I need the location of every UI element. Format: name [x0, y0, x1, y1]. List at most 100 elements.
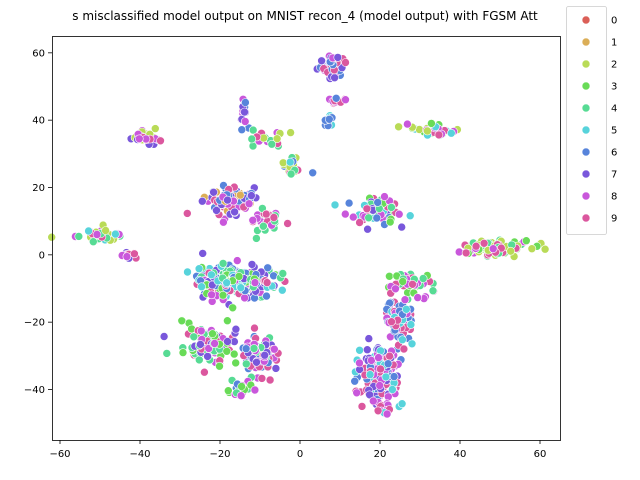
- scatter-point: [278, 269, 288, 278]
- scatter-point: [207, 270, 216, 280]
- scatter-point: [207, 290, 216, 300]
- x-tick-label: 60: [534, 449, 547, 460]
- scatter-point: [488, 244, 498, 253]
- scatter-point: [231, 324, 241, 334]
- scatter-point: [415, 125, 424, 134]
- scatter-point: [252, 234, 261, 243]
- scatter-point: [331, 94, 341, 103]
- x-tick-label: 20: [374, 449, 387, 460]
- scatter-point: [241, 98, 250, 107]
- scatter-point: [111, 229, 120, 239]
- legend-label: 3: [611, 82, 617, 93]
- scatter-point: [265, 375, 275, 385]
- scatter-point: [195, 355, 204, 365]
- legend-label: 1: [611, 38, 617, 49]
- scatter-point: [234, 272, 244, 281]
- legend: 0 1 2 3 4 5 6 7 8 9: [566, 6, 617, 235]
- scatter-point: [373, 406, 383, 416]
- scatter-point: [247, 191, 256, 200]
- scatter-point: [247, 134, 257, 144]
- legend-marker: [581, 147, 591, 157]
- y-tick-label: 40: [32, 116, 45, 127]
- scatter-point: [376, 364, 385, 374]
- scatter-point: [330, 200, 340, 210]
- scatter-point: [381, 372, 391, 382]
- scatter-point: [397, 399, 407, 409]
- scatter-point: [198, 196, 207, 206]
- scatter-point: [269, 213, 279, 222]
- scatter-point: [177, 316, 187, 326]
- scatter-point: [399, 344, 409, 354]
- legend-label: 8: [611, 192, 617, 203]
- scatter-point: [250, 385, 260, 395]
- scatter-point: [262, 278, 272, 287]
- scatter-point: [198, 249, 207, 258]
- scatter-point: [231, 358, 240, 368]
- scatter-point: [385, 217, 395, 227]
- scatter-point: [183, 209, 192, 218]
- scatter-point: [423, 126, 432, 136]
- scatter-point: [237, 382, 246, 391]
- scatter-point: [244, 199, 254, 208]
- scatter-point: [362, 204, 372, 214]
- scatter-point: [365, 390, 374, 400]
- scatter-point: [372, 213, 382, 223]
- scatter-point: [340, 209, 350, 219]
- scatter-point: [364, 334, 374, 343]
- scatter-point: [230, 207, 239, 217]
- scatter-point: [471, 241, 481, 251]
- scatter-point: [352, 388, 362, 398]
- x-axis: −60 −40 −20 0 20 40 60: [49, 440, 546, 460]
- scatter-point: [236, 190, 245, 200]
- scatter-point: [263, 263, 273, 273]
- y-tick-label: 20: [32, 183, 45, 194]
- legend-marker: [581, 15, 591, 25]
- scatter-point: [341, 58, 350, 67]
- scatter-point: [240, 107, 249, 117]
- scatter-point: [261, 209, 271, 219]
- scatter-point: [219, 217, 228, 227]
- scatter-point: [363, 224, 372, 234]
- x-tick-label: 40: [454, 449, 467, 460]
- data-points: [47, 51, 550, 419]
- scatter-point: [222, 346, 232, 356]
- scatter-point: [162, 349, 172, 358]
- scatter-point: [135, 134, 144, 144]
- scatter-point: [196, 340, 205, 349]
- scatter-point: [418, 274, 428, 283]
- scatter-point: [203, 352, 212, 361]
- scatter-point: [272, 134, 282, 143]
- scatter-point: [236, 391, 246, 401]
- scatter-point: [248, 125, 258, 135]
- scatter-point: [250, 278, 260, 287]
- scatter-point: [257, 374, 267, 383]
- scatter-point: [210, 339, 219, 348]
- scatter-point: [196, 326, 206, 336]
- scatter-point: [215, 361, 224, 371]
- chart-title: s misclassified model output on MNIST re…: [72, 9, 538, 23]
- scatter-point: [286, 128, 295, 137]
- scatter-point: [388, 385, 397, 394]
- scatter-point: [285, 157, 295, 167]
- scatter-point: [362, 345, 372, 355]
- plot-frame: [52, 36, 561, 441]
- scatter-point: [403, 119, 412, 129]
- legend-label: 5: [611, 126, 617, 137]
- scatter-point: [375, 381, 385, 390]
- scatter-point: [427, 119, 436, 128]
- scatter-point: [189, 332, 199, 342]
- x-tick-label: −40: [129, 449, 150, 460]
- scatter-point: [317, 56, 326, 66]
- scatter-point: [218, 290, 228, 300]
- scatter-point: [373, 198, 383, 207]
- scatter-point: [269, 344, 279, 354]
- legend-label: 7: [611, 170, 617, 181]
- scatter-point: [380, 192, 389, 201]
- scatter-point: [224, 386, 233, 396]
- x-tick-label: −20: [209, 449, 230, 460]
- scatter-point: [408, 279, 417, 289]
- scatter-point: [479, 239, 489, 248]
- y-tick-label: −40: [24, 385, 45, 396]
- legend-label: 9: [611, 214, 617, 225]
- scatter-point: [130, 249, 139, 259]
